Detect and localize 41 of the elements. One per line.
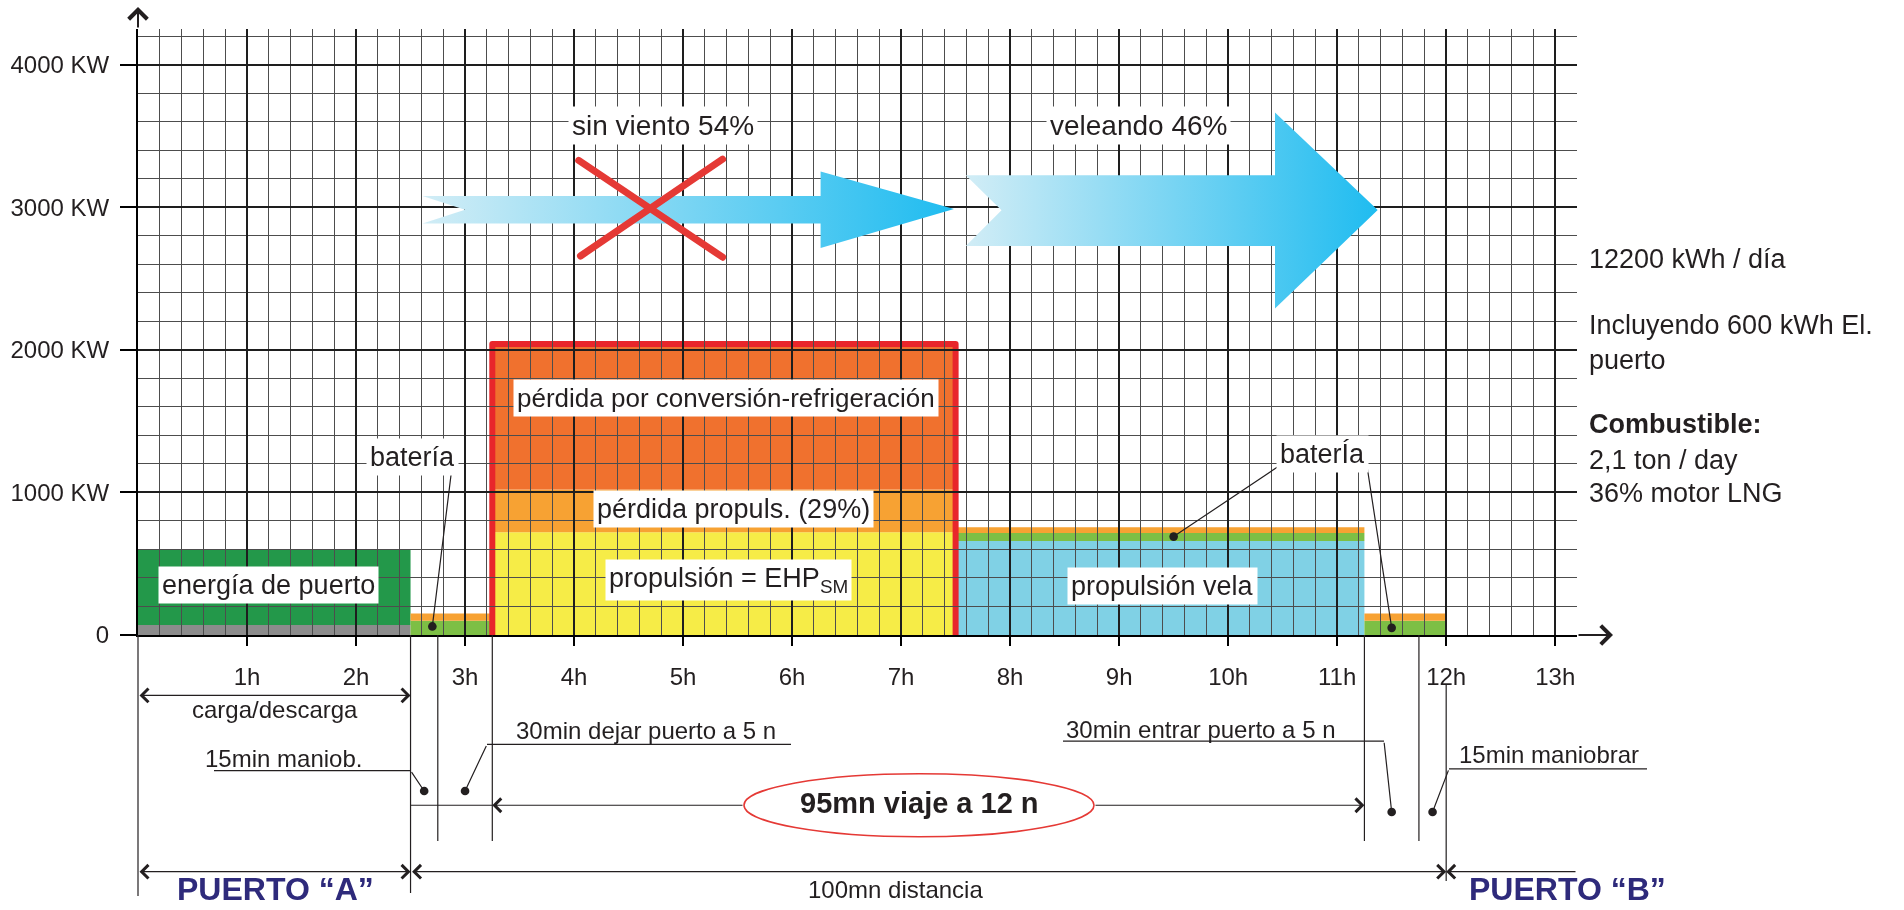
x-tick-label: 1h <box>233 662 261 690</box>
text: carga/descarga <box>192 696 359 723</box>
x-tick-label: 13h <box>1535 662 1576 690</box>
text: 100mn distancia <box>808 876 984 903</box>
text: 15min maniob. <box>205 745 363 772</box>
annotation: energía de puerto <box>162 570 376 600</box>
x-tick-label: 3h <box>451 662 479 690</box>
x-tick-label: 5h <box>669 662 697 690</box>
annotation: propulsión vela <box>1071 571 1254 601</box>
x-tick-label: 2h <box>342 662 370 690</box>
annotation: sin viento 54% <box>572 110 755 141</box>
text: PUERTO “B” <box>1469 871 1666 907</box>
x-tick-label: 10h <box>1208 662 1249 690</box>
text: 15min maniobrar <box>1459 741 1640 768</box>
x-tick-label: 9h <box>1105 662 1133 690</box>
annotation: batería <box>370 442 456 472</box>
x-tick-label: 4h <box>560 662 588 690</box>
text: 2,1 ton / day <box>1589 445 1739 475</box>
annotation: pérdida propuls. (29%) <box>597 494 871 524</box>
text: 36% motor LNG <box>1589 478 1783 508</box>
x-tick-label: 12h <box>1426 662 1467 690</box>
text: 12200 kWh / día <box>1589 244 1787 274</box>
x-tick-label: 7h <box>887 662 915 690</box>
text: 95mn viaje a 12 n <box>800 787 1039 819</box>
annotation: baterÍa <box>1280 439 1366 469</box>
annotation: pérdida por conversión-refrigeración <box>517 383 935 413</box>
y-tick-label: 3000 KW <box>10 193 110 221</box>
annotation: propulsión = EHP$_{SM}$ <box>609 563 849 597</box>
text: PUERTO “A” <box>177 871 374 907</box>
text: 30min dejar puerto a 5 n <box>516 717 777 744</box>
x-tick-label: 8h <box>996 662 1024 690</box>
text: 30min entrar puerto a 5 n <box>1066 716 1336 743</box>
annotation: veleando 46% <box>1050 110 1228 141</box>
y-tick-label: 4000 KW <box>10 51 110 79</box>
y-tick-label: 1000 KW <box>10 478 110 506</box>
x-tick-label: 11h <box>1318 662 1357 690</box>
text: Incluyendo 600 kWh El. puerto <box>1589 310 1873 376</box>
text: Combustible: <box>1589 409 1762 439</box>
y-tick-label: 0 <box>95 621 110 649</box>
x-tick-label: 6h <box>778 662 806 690</box>
y-tick-label: 2000 KW <box>10 336 110 364</box>
